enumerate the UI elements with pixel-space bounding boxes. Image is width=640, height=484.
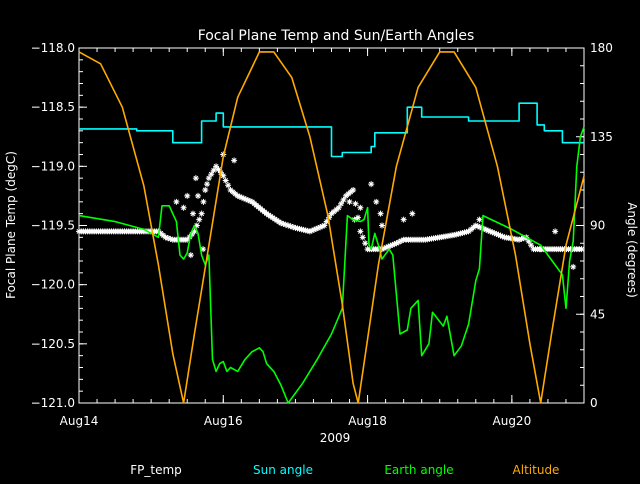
y-left-tick-label-5: −120.5 xyxy=(31,337,75,351)
legend-earth-angle: Earth angle xyxy=(384,463,453,477)
y-left-tick-label-6: −121.0 xyxy=(31,396,75,410)
y-right-tick-label-1: 45 xyxy=(590,307,605,321)
y-right-tick-label-2: 90 xyxy=(590,219,605,233)
chart-svg: Focal Plane Temp and Sun/Earth Angles Au… xyxy=(0,0,640,480)
x-tick-label-0: Aug14 xyxy=(60,414,99,428)
legend-fp-temp: FP_temp xyxy=(130,463,182,477)
chart-title: Focal Plane Temp and Sun/Earth Angles xyxy=(198,28,475,44)
y-axis-right-label: Angle (degrees) xyxy=(625,202,639,298)
x-tick-label-2: Aug18 xyxy=(348,414,387,428)
x-tick-label-1: Aug16 xyxy=(204,414,243,428)
y-right-tick-label-3: 135 xyxy=(590,130,613,144)
legend-sun-angle: Sun angle xyxy=(253,463,313,477)
y-left-tick-label-2: −119.0 xyxy=(31,159,75,173)
fp-temp-outlier xyxy=(357,205,363,211)
y-right-tick-label-4: 180 xyxy=(590,41,613,55)
y-left-tick-label-1: −118.5 xyxy=(31,100,75,114)
x-axis-label: 2009 xyxy=(320,431,351,445)
y-axis-left-label: Focal Plane Temp (degC) xyxy=(4,151,18,299)
y-left-tick-label-0: −118.0 xyxy=(31,41,75,55)
y-right-tick-label-0: 0 xyxy=(590,396,598,410)
x-tick-label-3: Aug20 xyxy=(493,414,532,428)
fp-temp-outlier xyxy=(379,223,385,229)
legend-altitude: Altitude xyxy=(513,463,560,477)
fp-temp-point xyxy=(202,187,208,193)
y-left-tick-label-4: −120.0 xyxy=(31,278,75,292)
fp-temp-point xyxy=(350,187,356,193)
y-left-tick-label-3: −119.5 xyxy=(31,219,75,233)
chart-root: Focal Plane Temp and Sun/Earth Angles Au… xyxy=(0,0,640,480)
